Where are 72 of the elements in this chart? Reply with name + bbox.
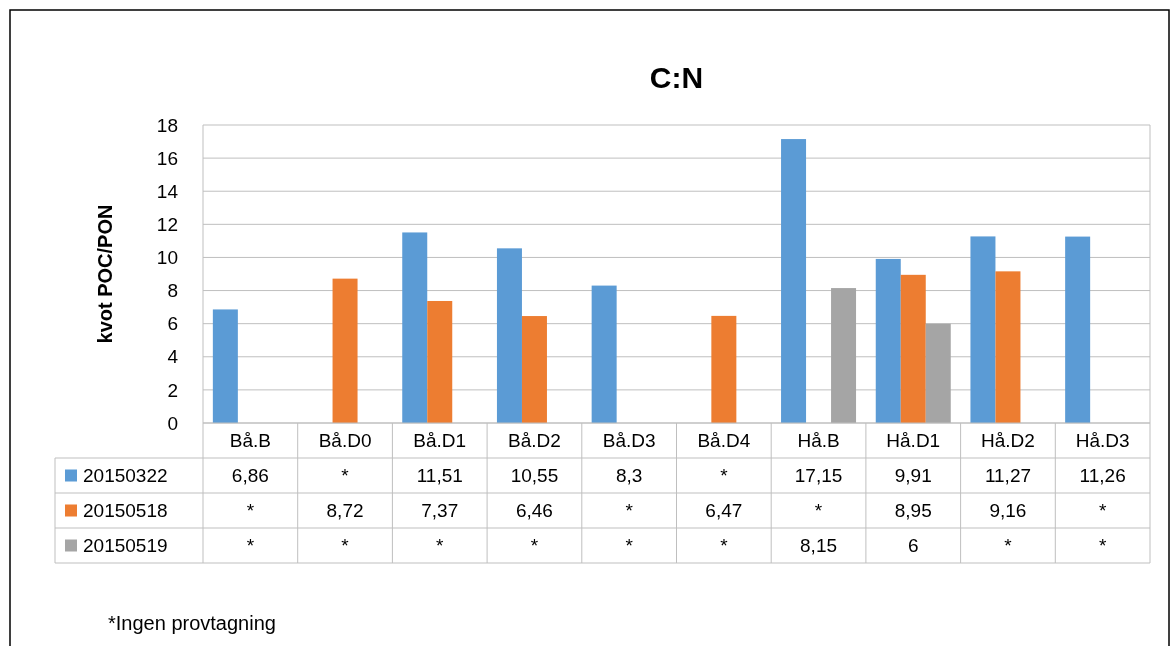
bar — [1065, 236, 1091, 423]
x-tick-label: Hå.D3 — [1075, 430, 1130, 452]
text: * — [341, 535, 349, 557]
text: * — [246, 500, 255, 522]
text: * — [436, 535, 444, 557]
data-label: 7,37 — [421, 500, 459, 522]
text: * — [246, 535, 255, 557]
text: * — [625, 535, 633, 557]
data-label: 9,16 — [989, 500, 1027, 522]
y-tick-label: 6 — [167, 313, 178, 335]
text: * — [530, 535, 539, 557]
data-label: 6 — [907, 535, 919, 557]
data-label: 8,95 — [894, 500, 932, 522]
text: * — [720, 535, 728, 557]
bar — [521, 316, 547, 423]
text: * — [1098, 500, 1107, 522]
data-label: 6,47 — [705, 500, 743, 522]
x-tick-label: Bå.B — [229, 430, 271, 452]
bar — [831, 288, 857, 423]
data-label: 8,3 — [615, 465, 643, 487]
legend-label: 20150518 — [83, 500, 168, 522]
x-tick-label: Hå.B — [797, 430, 840, 452]
bar — [427, 300, 453, 423]
x-tick-label: Bå.D0 — [318, 430, 372, 452]
x-tick-label: Bå.D2 — [508, 430, 561, 452]
y-tick-label: 10 — [156, 247, 178, 269]
bar — [212, 309, 238, 423]
y-tick-label: 8 — [167, 280, 178, 302]
data-label: 8,15 — [800, 535, 838, 557]
text: * — [720, 465, 728, 487]
bar — [875, 258, 901, 423]
chart-title: C:N — [649, 61, 704, 94]
y-tick-label: 4 — [167, 346, 179, 368]
data-label: 17,15 — [794, 465, 843, 487]
bar — [591, 285, 617, 423]
data-label: 9,91 — [894, 465, 932, 487]
y-tick-label: 0 — [167, 412, 178, 434]
y-axis-title: kvot POC/PON — [94, 204, 116, 344]
x-tick-label: Hå.D1 — [886, 430, 941, 452]
x-tick-label: Bå.D3 — [602, 430, 656, 452]
data-label: 8,72 — [326, 500, 364, 522]
y-tick-label: 2 — [167, 379, 178, 401]
y-tick-label: 18 — [156, 114, 178, 136]
text: * — [814, 500, 823, 522]
bar — [900, 274, 926, 423]
text: * — [625, 500, 633, 522]
bar — [332, 278, 358, 423]
data-label: 11,26 — [1079, 465, 1126, 487]
bar — [402, 232, 428, 423]
x-tick-label: Bå.D1 — [413, 430, 467, 452]
text: * — [1098, 535, 1107, 557]
data-label: 10,55 — [510, 465, 559, 487]
text: *Ingen provtagning — [108, 612, 276, 634]
x-tick-label: Hå.D2 — [981, 430, 1035, 452]
legend-label: 20150322 — [83, 465, 168, 487]
bar — [970, 236, 996, 423]
data-label: 11,51 — [416, 465, 463, 487]
y-tick-label: 16 — [156, 147, 178, 169]
y-tick-label: 14 — [156, 180, 179, 202]
x-tick-label: Bå.D4 — [697, 430, 751, 452]
data-label: 6,86 — [231, 465, 269, 487]
data-label: 6,46 — [515, 500, 553, 522]
data-label: 11,27 — [984, 465, 1032, 487]
text: * — [341, 465, 349, 487]
text: * — [1004, 535, 1012, 557]
legend-label: 20150519 — [83, 535, 168, 557]
bar — [995, 271, 1021, 423]
bar — [711, 315, 737, 423]
bar — [496, 248, 522, 423]
bar — [781, 139, 807, 423]
bar — [925, 323, 951, 423]
y-tick-label: 12 — [156, 213, 178, 235]
